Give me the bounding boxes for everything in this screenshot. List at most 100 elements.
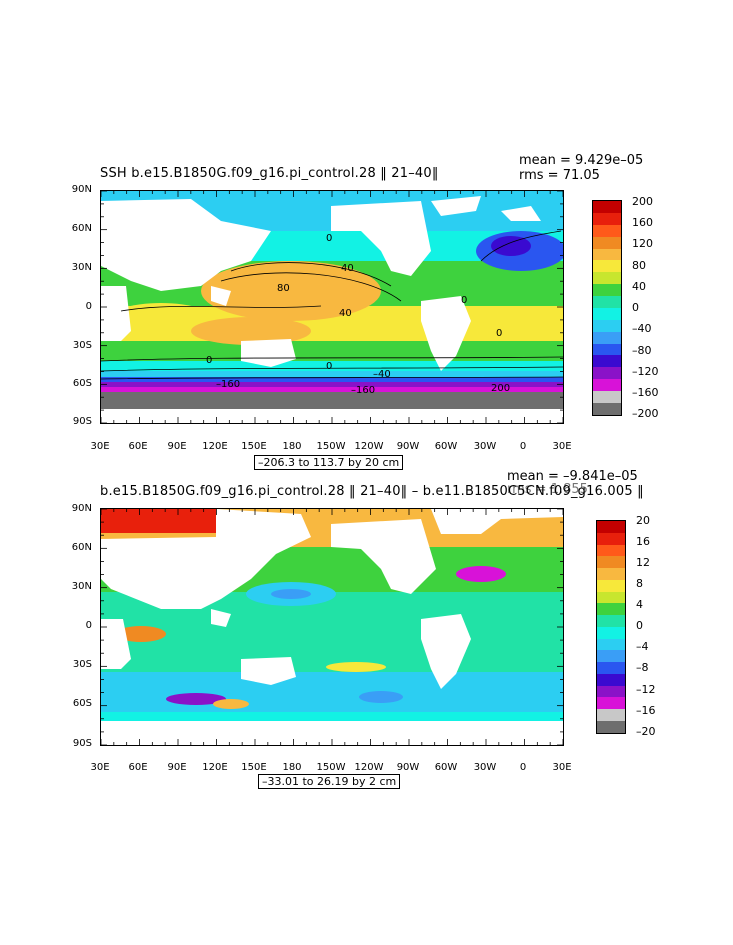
map-frame [100,508,564,746]
lon-label: 30W [473,441,497,452]
lat-label: 60N [71,223,92,234]
lon-label: 30E [552,441,572,452]
colorbar-swatch [597,638,625,651]
contour-label: –40 [373,369,391,380]
colorbar-swatch [597,521,625,533]
colorbar-label: 40 [632,280,646,293]
lat-label: 30N [71,581,92,592]
colorbar-swatch [597,579,625,592]
colorbar-swatch [593,331,621,344]
contour-label: –160 [351,385,375,396]
contour-label: 80 [277,283,290,294]
colorbar-swatch [597,697,625,710]
contour-label: 0 [326,233,332,244]
rms-stat: rms = 71.05 [519,168,600,183]
lon-label: 90W [396,762,420,773]
lon-label: 150E [241,441,267,452]
colorbar [592,200,622,416]
colorbar-label: 200 [632,195,653,208]
lon-label: 60W [434,762,458,773]
lon-label: 180 [282,441,302,452]
colorbar-swatch [593,272,621,285]
colorbar-swatch [597,626,625,639]
colorbar-label: –20 [636,725,656,738]
colorbar-swatch [597,685,625,698]
colorbar-label: –4 [636,640,649,653]
colorbar-label: –40 [632,322,652,335]
panel-title: SSH b.e15.B1850G.f09_g16.pi_control.28 ‖… [100,166,439,181]
contour-range-label: –206.3 to 113.7 by 20 cm [254,455,404,470]
colorbar-swatch [593,260,621,273]
colorbar-swatch [593,284,621,296]
colorbar-swatch [593,355,621,368]
colorbar-label: –160 [632,386,659,399]
lon-label: 0 [519,762,527,773]
colorbar-swatch [593,236,621,249]
colorbar-swatch [597,603,625,616]
panel-title: b.e15.B1850G.f09_g16.pi_control.28 ‖ 21–… [100,484,644,499]
colorbar-label: –8 [636,661,649,674]
colorbar-label: –12 [636,683,656,696]
lat-label: 30S [72,659,92,670]
lat-label: 90N [71,184,92,195]
colorbar-label: 80 [632,259,646,272]
colorbar-swatch [593,296,621,308]
colorbar-swatch [597,673,625,686]
colorbar-swatch [593,343,621,356]
lat-label: 60N [71,542,92,553]
colorbar-label: 4 [636,598,643,611]
colorbar [596,520,626,734]
lat-label: 30S [72,340,92,351]
colorbar-swatch [593,201,621,213]
colorbar-swatch [597,709,625,722]
contour-range-label: –33.01 to 26.19 by 2 cm [258,774,401,789]
lon-label: 120E [202,762,228,773]
lat-label: 90S [72,738,92,749]
colorbar-swatch [597,650,625,663]
contour-label: 0 [461,295,467,306]
lon-label: 60E [128,762,148,773]
lat-label: 60S [72,378,92,389]
lat-label: 90S [72,416,92,427]
contour-label: –160 [216,379,240,390]
colorbar-swatch [593,367,621,380]
colorbar-label: –80 [632,344,652,357]
colorbar-label: 12 [636,556,650,569]
colorbar-swatch [597,544,625,557]
colorbar-swatch [597,615,625,627]
lon-label: 30W [473,762,497,773]
lon-label: 0 [519,441,527,452]
lon-label: 90E [167,762,187,773]
colorbar-label: 0 [632,301,639,314]
map-frame: 80 40 40 0 0 0 0 0 –40 –160 –160 200 [100,190,564,424]
colorbar-swatch [593,379,621,391]
contour-label: 0 [496,328,502,339]
contour-label: 200 [491,383,510,394]
mean-stat: mean = –9.841e–05 [507,469,638,484]
lon-label: 120E [202,441,228,452]
lon-label: 120W [354,441,384,452]
rms-stat: rms = 1.855 [507,482,588,497]
colorbar-swatch [597,568,625,580]
lat-label: 0 [85,301,92,312]
colorbar-swatch [593,391,621,403]
colorbar-swatch [597,591,625,604]
colorbar-swatch [597,556,625,569]
diff-map-field [101,509,563,745]
colorbar-label: 160 [632,216,653,229]
lon-label: 30E [90,762,110,773]
lat-label: 0 [85,620,92,631]
colorbar-swatch [597,721,625,733]
colorbar-label: –120 [632,365,659,378]
colorbar-swatch [593,402,621,415]
lon-label: 30E [90,441,110,452]
contour-label: 40 [341,263,354,274]
colorbar-label: 120 [632,237,653,250]
colorbar-swatch [593,319,621,332]
lon-label: 30E [552,762,572,773]
lon-label: 90W [396,441,420,452]
lat-label: 90N [71,503,92,514]
lon-label: 60E [128,441,148,452]
lat-label: 60S [72,698,92,709]
ssh-map-field: 80 40 40 0 0 0 0 0 –40 –160 –160 200 [101,191,563,423]
